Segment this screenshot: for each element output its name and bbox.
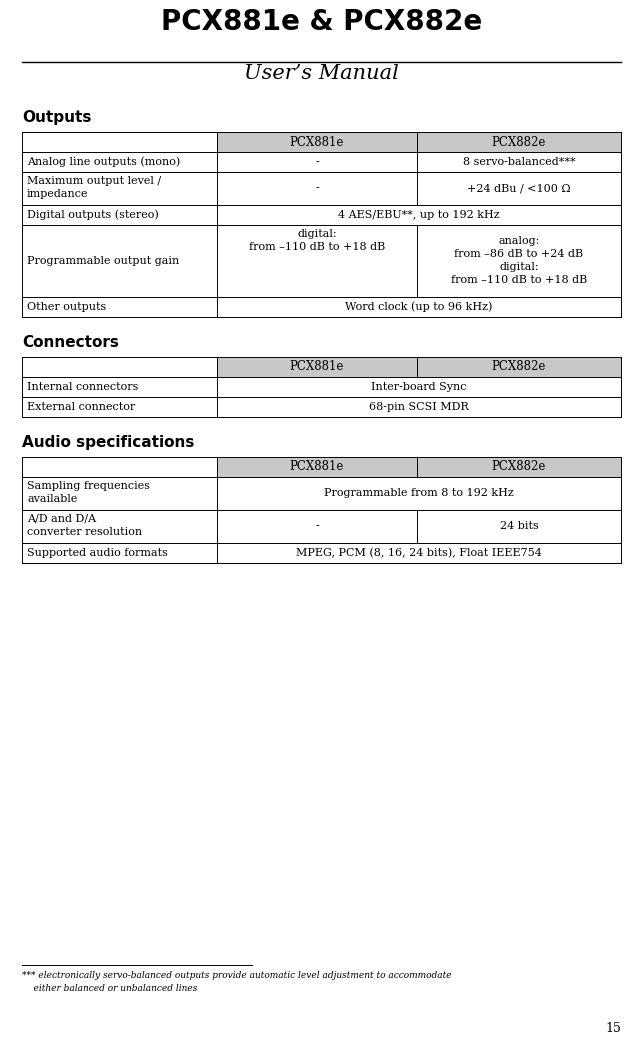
Text: PCX881e: PCX881e bbox=[290, 136, 344, 148]
Text: Analog line outputs (mono): Analog line outputs (mono) bbox=[27, 157, 180, 167]
Text: User’s Manual: User’s Manual bbox=[244, 64, 399, 83]
Text: PCX882e: PCX882e bbox=[492, 361, 546, 373]
Text: from –86 dB to +24 dB: from –86 dB to +24 dB bbox=[455, 250, 584, 259]
Text: from –110 dB to +18 dB: from –110 dB to +18 dB bbox=[451, 276, 587, 285]
Text: External connector: External connector bbox=[27, 402, 135, 412]
Text: 68-pin SCSI MDR: 68-pin SCSI MDR bbox=[369, 402, 469, 412]
Text: 4 AES/EBU**, up to 192 kHz: 4 AES/EBU**, up to 192 kHz bbox=[338, 211, 500, 220]
Text: available: available bbox=[27, 494, 77, 504]
Text: +24 dBu / <100 Ω: +24 dBu / <100 Ω bbox=[467, 184, 571, 194]
Text: Other outputs: Other outputs bbox=[27, 302, 106, 312]
Text: from –110 dB to +18 dB: from –110 dB to +18 dB bbox=[249, 242, 385, 252]
Text: PCX881e: PCX881e bbox=[290, 361, 344, 373]
Text: PCX881e & PCX882e: PCX881e & PCX882e bbox=[161, 8, 482, 36]
Text: Programmable from 8 to 192 kHz: Programmable from 8 to 192 kHz bbox=[324, 488, 514, 499]
Text: PCX882e: PCX882e bbox=[492, 460, 546, 474]
Text: Connectors: Connectors bbox=[22, 335, 119, 351]
Text: *** electronically servo-balanced outputs provide automatic level adjustment to : *** electronically servo-balanced output… bbox=[22, 971, 451, 980]
Text: 8 servo-balanced***: 8 servo-balanced*** bbox=[463, 157, 575, 167]
Text: -: - bbox=[315, 522, 319, 532]
Text: analog:: analog: bbox=[498, 236, 539, 247]
Text: Inter-board Sync: Inter-board Sync bbox=[371, 382, 467, 392]
Text: converter resolution: converter resolution bbox=[27, 527, 142, 537]
Bar bbox=[217, 357, 621, 377]
Text: 24 bits: 24 bits bbox=[500, 522, 538, 532]
Text: A/D and D/A: A/D and D/A bbox=[27, 514, 96, 524]
Text: Word clock (up to 96 kHz): Word clock (up to 96 kHz) bbox=[345, 302, 493, 312]
Text: impedance: impedance bbox=[27, 189, 89, 199]
Text: Programmable output gain: Programmable output gain bbox=[27, 256, 179, 267]
Bar bbox=[217, 132, 621, 152]
Text: Audio specifications: Audio specifications bbox=[22, 435, 194, 450]
Text: 15: 15 bbox=[605, 1022, 621, 1035]
Text: -: - bbox=[315, 184, 319, 194]
Text: Sampling frequencies: Sampling frequencies bbox=[27, 481, 150, 491]
Text: Outputs: Outputs bbox=[22, 110, 91, 125]
Bar bbox=[217, 457, 621, 477]
Text: Maximum output level /: Maximum output level / bbox=[27, 176, 161, 186]
Text: Supported audio formats: Supported audio formats bbox=[27, 548, 168, 558]
Text: Internal connectors: Internal connectors bbox=[27, 382, 138, 392]
Text: either balanced or unbalanced lines: either balanced or unbalanced lines bbox=[22, 984, 197, 993]
Text: digital:: digital: bbox=[499, 262, 539, 273]
Text: PCX882e: PCX882e bbox=[492, 136, 546, 148]
Text: Digital outputs (stereo): Digital outputs (stereo) bbox=[27, 209, 159, 220]
Text: digital:: digital: bbox=[297, 229, 337, 239]
Text: -: - bbox=[315, 157, 319, 167]
Text: PCX881e: PCX881e bbox=[290, 460, 344, 474]
Text: MPEG, PCM (8, 16, 24 bits), Float IEEE754: MPEG, PCM (8, 16, 24 bits), Float IEEE75… bbox=[296, 548, 542, 558]
